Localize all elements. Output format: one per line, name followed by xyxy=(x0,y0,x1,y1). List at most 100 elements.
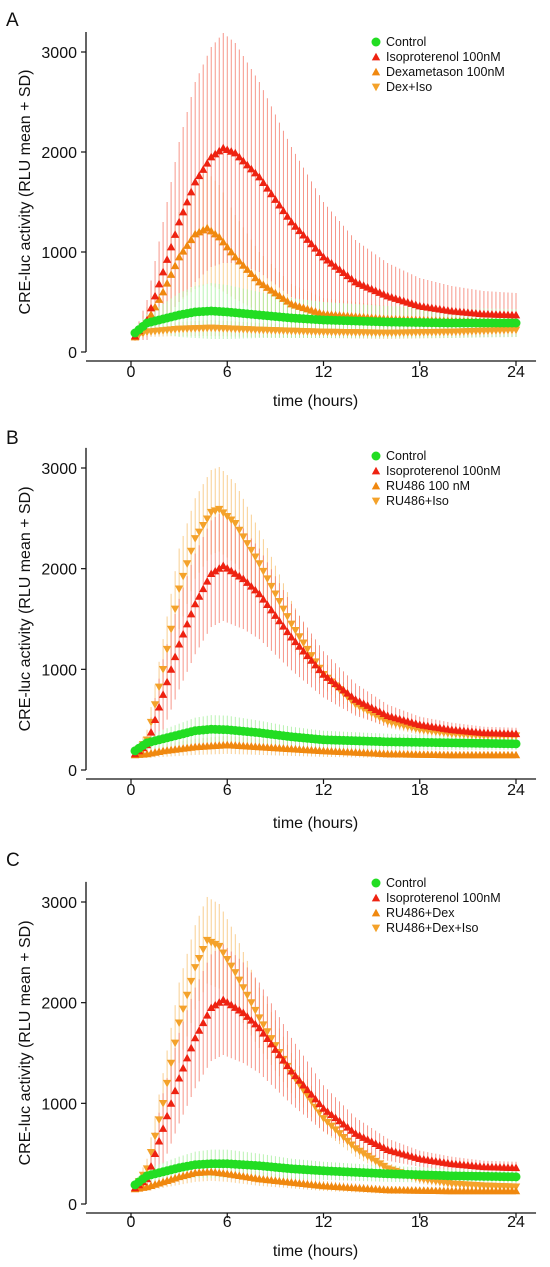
y-tick-label: 0 xyxy=(68,1197,77,1214)
data-point xyxy=(243,540,252,548)
data-point xyxy=(323,1107,332,1115)
data-point xyxy=(251,1019,260,1028)
data-point xyxy=(162,255,172,263)
data-point xyxy=(299,639,308,648)
data-point xyxy=(190,535,200,543)
data-point xyxy=(263,1028,272,1036)
data-point xyxy=(174,585,184,593)
chart-panel-b: B 0 1000 2000 3000 0 6 12 18 24 time (hours) CRE-lu… xyxy=(6,428,537,832)
data-point xyxy=(215,942,224,951)
data-point xyxy=(295,226,304,235)
data-point xyxy=(339,1119,348,1128)
y-tick-label: 3000 xyxy=(41,461,77,478)
data-point xyxy=(158,267,168,276)
data-point xyxy=(170,652,180,661)
data-point xyxy=(271,1045,280,1053)
x-tick-label: 24 xyxy=(507,364,525,381)
data-point xyxy=(207,569,216,578)
data-point xyxy=(283,1061,292,1070)
data-point xyxy=(511,739,521,749)
data-point xyxy=(259,567,268,576)
data-point xyxy=(186,609,196,618)
data-point xyxy=(227,1000,236,1009)
data-point xyxy=(198,584,208,593)
data-point xyxy=(275,616,284,625)
data-point xyxy=(379,1162,388,1171)
x-tick-label: 12 xyxy=(315,364,333,381)
data-point xyxy=(251,553,260,562)
data-point xyxy=(259,595,268,603)
chart-panel-c: C 0 1000 2000 3000 0 6 12 18 24 time (hours) CRE-lu… xyxy=(6,850,537,1260)
data-point xyxy=(371,1157,380,1166)
legend-marker xyxy=(371,908,381,917)
panel-label: B xyxy=(6,428,19,449)
data-point xyxy=(182,241,192,249)
data-point xyxy=(243,1012,252,1020)
data-point xyxy=(247,546,256,555)
data-point xyxy=(255,1023,264,1032)
data-point xyxy=(223,998,232,1006)
data-point xyxy=(198,522,208,530)
data-point xyxy=(283,212,292,220)
data-point xyxy=(219,561,228,570)
legend-marker xyxy=(371,893,381,902)
data-point xyxy=(186,547,196,556)
data-point xyxy=(335,1116,344,1125)
data-point xyxy=(275,200,284,209)
data-point xyxy=(367,1155,376,1163)
legend-label: Isoproterenol 100nM xyxy=(386,50,501,64)
data-point xyxy=(174,1019,184,1027)
data-point xyxy=(202,577,212,585)
data-point xyxy=(150,715,160,724)
data-point xyxy=(511,729,521,738)
data-point xyxy=(315,665,324,674)
x-tick-label: 18 xyxy=(411,782,429,799)
legend-label: RU486 100 nM xyxy=(386,479,470,493)
data-point xyxy=(202,223,212,232)
error-bars-1 xyxy=(134,33,517,340)
series-3 xyxy=(130,936,521,1193)
data-point xyxy=(154,1116,164,1124)
data-point xyxy=(271,195,280,203)
data-point xyxy=(162,677,172,686)
data-point xyxy=(339,685,348,694)
data-point xyxy=(235,1005,244,1014)
data-point xyxy=(291,1071,300,1080)
data-point xyxy=(271,288,280,297)
data-point xyxy=(182,619,192,628)
data-point xyxy=(319,1104,328,1112)
data-point xyxy=(174,639,184,648)
data-point xyxy=(347,692,356,700)
data-point xyxy=(162,1111,172,1120)
data-point xyxy=(178,247,188,255)
data-point xyxy=(170,1086,180,1095)
data-point xyxy=(359,1150,368,1158)
data-point xyxy=(363,1152,372,1161)
legend-label: Dexametason 100nM xyxy=(386,65,505,79)
legend-marker xyxy=(371,497,381,506)
legend-label: RU486+Dex xyxy=(386,906,455,920)
legend-label: RU486+Iso xyxy=(386,494,449,508)
panel-label: C xyxy=(6,850,20,871)
legend-marker xyxy=(371,481,381,490)
legend-marker xyxy=(371,878,381,888)
x-tick-label: 12 xyxy=(315,782,333,799)
data-point xyxy=(327,1110,336,1119)
data-point xyxy=(231,969,240,977)
data-point xyxy=(275,598,284,606)
data-point xyxy=(251,168,260,177)
data-point xyxy=(158,665,168,674)
data-point xyxy=(182,991,192,1000)
data-point xyxy=(219,995,228,1004)
data-point xyxy=(235,571,244,580)
data-point xyxy=(158,1099,168,1108)
data-point xyxy=(299,646,308,655)
data-point xyxy=(194,227,204,236)
legend-marker xyxy=(371,52,381,61)
legend-label: Isoproterenol 100nM xyxy=(386,891,501,905)
data-point xyxy=(178,1063,188,1072)
data-point xyxy=(343,689,352,697)
data-point xyxy=(211,149,220,158)
data-point xyxy=(202,159,212,167)
data-point xyxy=(259,280,268,289)
